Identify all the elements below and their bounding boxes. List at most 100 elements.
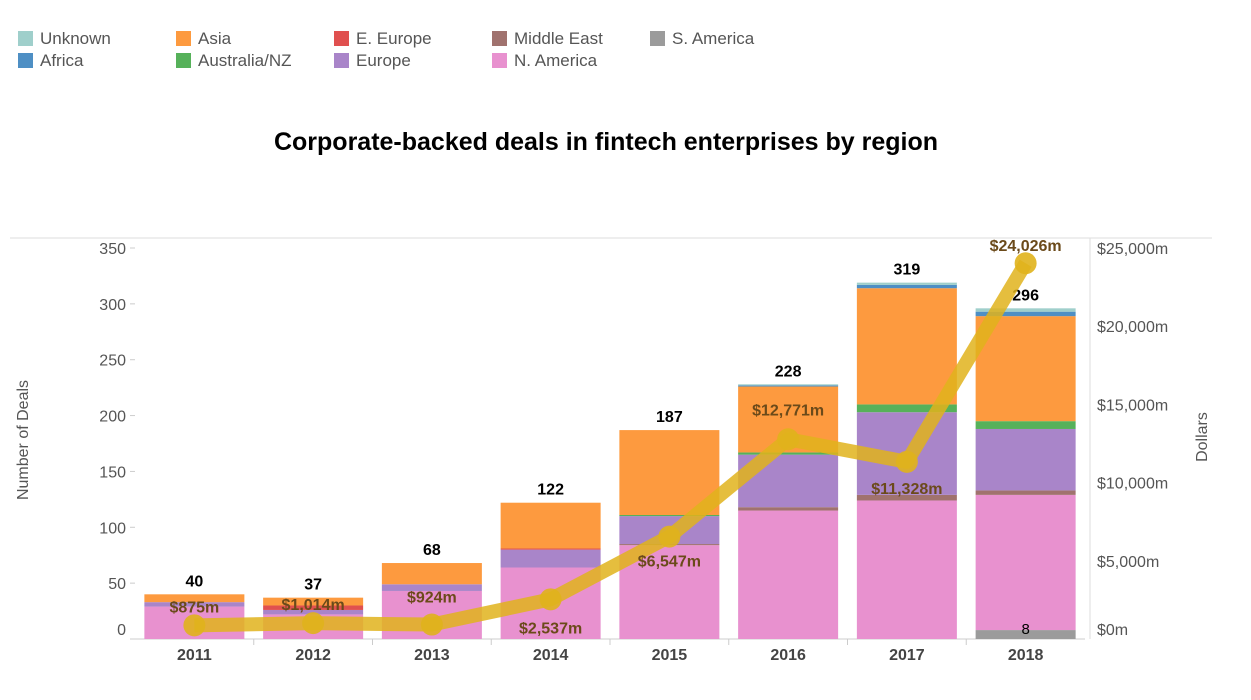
legend-item[interactable]: Australia/NZ [176, 51, 334, 70]
legend-label: E. Europe [356, 28, 432, 48]
legend-swatch [334, 31, 349, 46]
chart-title: Corporate-backed deals in fintech enterp… [273, 128, 939, 156]
y-tick-label: 200 [99, 409, 126, 426]
total-label: 68 [423, 542, 441, 559]
dollars-point [539, 588, 562, 611]
dollars-point [1014, 252, 1037, 275]
total-label: 40 [185, 573, 203, 590]
total-label: 122 [537, 482, 564, 499]
legend-label: Australia/NZ [198, 50, 292, 70]
dollars-point [183, 614, 206, 637]
legend-label: Asia [198, 28, 232, 48]
legend-swatch [334, 53, 349, 68]
bar-segment-asia [500, 502, 601, 549]
legend-item[interactable]: Europe [334, 51, 492, 70]
bar-segment-e-europe [500, 548, 601, 550]
legend-label: Africa [40, 50, 84, 70]
y2-tick-label: $10,000m [1097, 476, 1168, 493]
y2-tick-label: $15,000m [1097, 397, 1168, 414]
bar-segment-unknown [975, 308, 1076, 312]
bar-segment-australia-nz [738, 452, 839, 455]
total-label: 296 [1012, 287, 1039, 304]
total-label: 37 [304, 577, 322, 594]
legend-swatch [18, 53, 33, 68]
bar-segment-asia [144, 594, 245, 603]
dollars-point [658, 525, 681, 548]
y-tick-label: 300 [99, 297, 126, 314]
bar-segment-middle-east [856, 494, 957, 501]
bar-segment-australia-nz [856, 404, 957, 413]
dollars-label: $2,537m [519, 620, 582, 637]
dollars-point [777, 428, 800, 451]
bar-segment-europe [975, 428, 1076, 491]
bar-segment-asia [856, 288, 957, 405]
legend-item[interactable]: Middle East [492, 29, 650, 48]
y-tick-label: 150 [99, 464, 126, 481]
y2-tick-label: $5,000m [1097, 554, 1159, 571]
legend-label: Middle East [514, 28, 603, 48]
legend-item[interactable]: Unknown [18, 29, 176, 48]
bar-segment-n-america [738, 510, 839, 639]
legend-label: N. America [514, 50, 598, 70]
bar-segment-asia [263, 597, 364, 606]
legend-swatch [176, 31, 191, 46]
dollars-label: $1,014m [282, 597, 345, 614]
annotation-label: 8 [1021, 621, 1029, 638]
legend-swatch [176, 53, 191, 68]
bar-segment-australia-nz [619, 514, 720, 517]
y-axis-label: Number of Deals [15, 380, 32, 500]
dollars-point [420, 613, 443, 636]
y2-axis-label: Dollars [1194, 412, 1211, 462]
x-tick-label: 2015 [652, 647, 688, 664]
legend-swatch [492, 53, 507, 68]
legend-label: S. America [672, 28, 755, 48]
dollars-label: $24,026m [990, 238, 1062, 255]
legend-item[interactable]: E. Europe [334, 29, 492, 48]
bar-segment-e-europe [263, 605, 364, 610]
bar-segment-middle-east [975, 490, 1076, 495]
legend: Unknown Asia E. Europe Middle East S. Americ… [18, 29, 808, 70]
dollars-point [302, 612, 325, 635]
legend-item[interactable]: Asia [176, 29, 334, 48]
bar-segment-unknown [856, 282, 957, 285]
bar-segment-africa [738, 385, 839, 387]
total-label: 187 [656, 409, 683, 426]
bar-segment-asia [381, 563, 482, 585]
legend-label: Unknown [40, 28, 111, 48]
y-tick-label: 350 [99, 241, 126, 258]
dollars-line [194, 259, 1032, 633]
bar-segment-asia [975, 316, 1076, 422]
dollars-label: $11,328m [871, 481, 942, 498]
bar-segment-africa [975, 311, 1076, 317]
bar-segment-africa [856, 284, 957, 289]
y2-tick-label: $0m [1097, 622, 1128, 639]
dollars-label: $12,771m [752, 402, 824, 419]
x-tick-label: 2016 [770, 647, 806, 664]
bar-segment-n-america [975, 494, 1076, 631]
bar-segment-europe [144, 602, 245, 607]
x-tick-label: 2017 [889, 647, 925, 664]
y2-tick-label: $20,000m [1097, 319, 1168, 336]
bar-segment-europe [500, 549, 601, 568]
bar-segment-unknown [738, 384, 839, 386]
dollars-label: $6,547m [638, 554, 701, 571]
total-label: 319 [894, 262, 921, 279]
dollars-label: $875m [169, 599, 219, 616]
bar-segment-europe [381, 584, 482, 591]
x-tick-label: 2014 [533, 647, 569, 664]
y2-tick-label: $25,000m [1097, 241, 1168, 258]
y-tick-label: 0 [117, 622, 126, 639]
legend-label: Europe [356, 50, 411, 70]
y-tick-label: 250 [99, 353, 126, 370]
dollars-point [895, 450, 918, 473]
x-tick-label: 2018 [1008, 647, 1044, 664]
legend-item[interactable]: Africa [18, 51, 176, 70]
bar-segment-n-america [856, 500, 957, 639]
legend-item[interactable]: N. America [492, 51, 650, 70]
legend-item[interactable]: S. America [650, 29, 808, 48]
bar-segment-s-america [975, 630, 1076, 639]
legend-swatch [650, 31, 665, 46]
y-tick-label: 50 [108, 576, 126, 593]
legend-swatch [18, 31, 33, 46]
